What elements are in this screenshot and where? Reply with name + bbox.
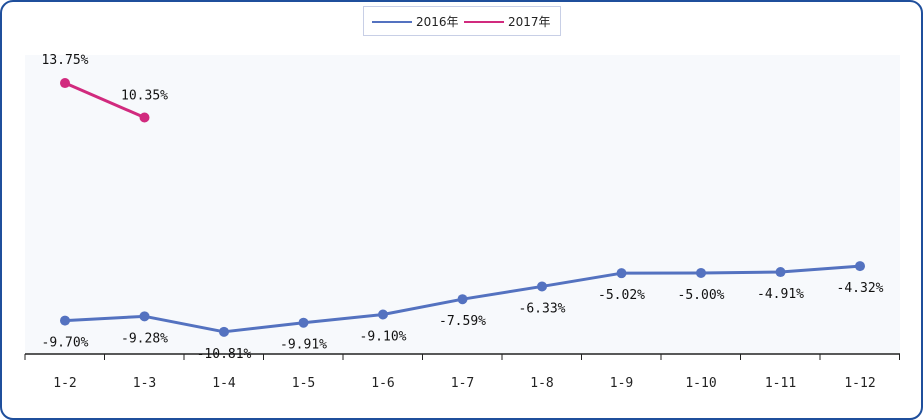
data-label-2016: -10.81%	[197, 347, 252, 362]
data-label-2016: -5.02%	[598, 288, 645, 303]
data-label-2016: -9.70%	[42, 336, 89, 351]
x-tick-label: 1-2	[53, 376, 76, 391]
x-tick-label: 1-12	[844, 376, 875, 391]
data-point-2016	[458, 294, 468, 304]
x-tick-label: 1-3	[133, 376, 156, 391]
data-label-2017: 10.35%	[121, 88, 168, 103]
data-point-2017	[60, 78, 70, 88]
data-point-2017	[140, 112, 150, 122]
x-tick-label: 1-4	[212, 376, 236, 391]
data-label-2016: -9.10%	[360, 329, 407, 344]
data-label-2016: -5.00%	[678, 288, 725, 303]
data-point-2016	[60, 316, 70, 326]
legend-line-2016	[372, 21, 412, 23]
legend-label-2016: 2016年	[416, 14, 459, 30]
x-tick-label: 1-6	[371, 376, 394, 391]
data-label-2016: -7.59%	[439, 314, 486, 329]
x-tick-label: 1-8	[530, 376, 553, 391]
data-point-2016	[696, 268, 706, 278]
data-point-2016	[617, 268, 627, 278]
data-point-2016	[299, 318, 309, 328]
data-label-2016: -4.91%	[757, 287, 804, 302]
data-point-2016	[140, 311, 150, 321]
x-tick-label: 1-5	[292, 376, 315, 391]
x-tick-label: 1-10	[685, 376, 716, 391]
plot-area: 1-2 1-3 1-4 1-5 1-6 1-7 1-8 1-9 1-10 1-11 1-12 -9.7…	[25, 53, 900, 391]
data-label-2016: -9.91%	[280, 338, 327, 353]
legend: 2016年 2017年	[363, 6, 561, 36]
data-point-2016	[776, 267, 786, 277]
x-tick-label: 1-9	[610, 376, 633, 391]
data-point-2016	[378, 309, 388, 319]
legend-line-2017	[464, 21, 504, 23]
data-point-2016	[537, 281, 547, 291]
data-label-2016: -9.28%	[121, 331, 168, 346]
x-tick-label: 1-11	[765, 376, 796, 391]
data-point-2016	[855, 261, 865, 271]
data-label-2016: -6.33%	[519, 301, 566, 316]
x-tick-label: 1-7	[451, 376, 474, 391]
data-label-2017: 13.75%	[42, 53, 89, 68]
legend-label-2017: 2017年	[508, 14, 551, 30]
data-point-2016	[219, 327, 229, 337]
data-label-2016: -4.32%	[837, 281, 884, 296]
